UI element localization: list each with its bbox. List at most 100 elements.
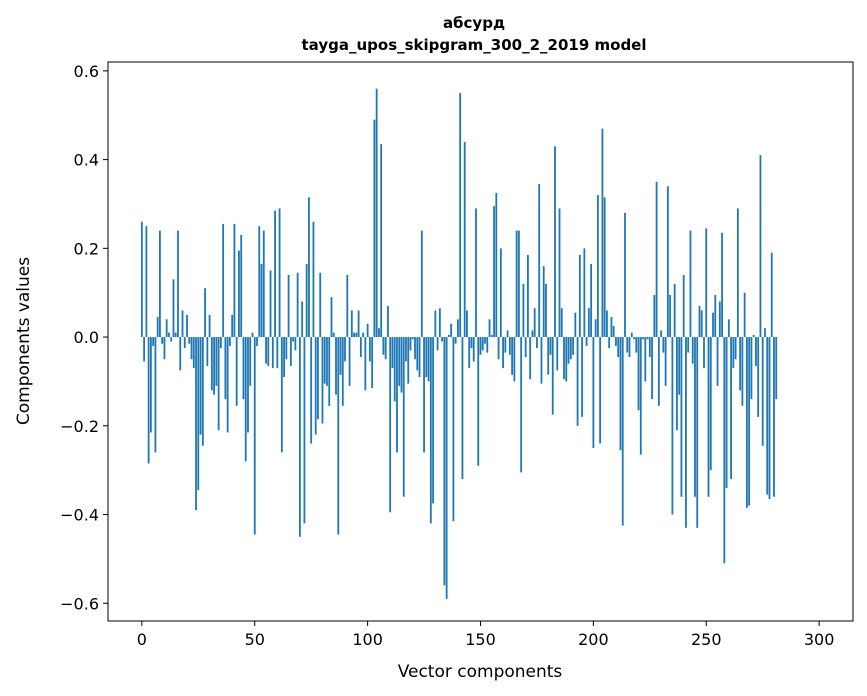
bar (565, 337, 568, 382)
bar (705, 228, 708, 338)
bar (757, 337, 760, 417)
bar (644, 337, 647, 382)
bar (301, 301, 304, 338)
bar (368, 337, 371, 362)
bar (339, 337, 342, 375)
bar (452, 337, 455, 522)
y-tick-label: −0.6 (60, 594, 99, 613)
bar (308, 197, 310, 338)
bar (438, 308, 441, 338)
x-tick-label: 250 (691, 630, 722, 649)
bar (583, 248, 586, 338)
bar (646, 337, 649, 340)
bar (703, 337, 705, 369)
bar (696, 337, 699, 528)
bar (554, 146, 556, 338)
bar (362, 332, 365, 338)
bar (183, 337, 186, 349)
bar (283, 337, 285, 377)
x-tick-label: 200 (578, 630, 609, 649)
bar (651, 337, 653, 400)
bar (206, 337, 209, 366)
bar (610, 317, 613, 338)
bar (420, 230, 423, 338)
bar (533, 308, 536, 338)
bar (341, 337, 344, 406)
bar (721, 232, 723, 338)
bar (694, 337, 696, 497)
bar (569, 337, 572, 360)
bar (725, 337, 728, 488)
bar (384, 337, 387, 360)
bar (463, 141, 466, 338)
bar (506, 330, 509, 338)
bar (256, 337, 258, 346)
chart-subtitle: tayga_upos_skipgram_300_2_2019 model (302, 36, 647, 54)
bar (700, 310, 703, 338)
bar (768, 337, 771, 499)
bar (545, 283, 547, 338)
bar (213, 337, 216, 395)
bar (387, 306, 389, 338)
bar (551, 337, 554, 415)
bar (493, 206, 495, 338)
bar (335, 337, 337, 395)
bar (567, 337, 570, 364)
bar (504, 337, 507, 353)
bar (292, 337, 295, 342)
bar (594, 319, 597, 338)
bar (235, 337, 238, 406)
bar (662, 337, 665, 353)
bar (229, 337, 231, 346)
bar (556, 337, 559, 371)
bar (305, 263, 308, 338)
bar (522, 283, 525, 338)
bar (499, 248, 502, 338)
bar (748, 337, 751, 506)
bar (687, 337, 690, 353)
bar (326, 337, 328, 386)
bar (195, 337, 197, 511)
bar (355, 332, 358, 338)
bar (287, 274, 290, 338)
bar (657, 337, 660, 406)
bar (678, 337, 681, 395)
bar (314, 337, 317, 435)
bar (723, 337, 726, 564)
bar (145, 226, 148, 338)
bar (454, 337, 457, 344)
x-axis-ticks: 0 50 100 150 200 250 300 (137, 621, 834, 649)
bar (253, 337, 256, 535)
bar (486, 337, 489, 353)
bar (490, 334, 493, 338)
bar (271, 337, 274, 369)
bar (648, 337, 651, 358)
bar (350, 310, 353, 338)
bar (621, 337, 624, 526)
x-tick-label: 100 (352, 630, 383, 649)
bar (513, 337, 516, 382)
bar (547, 337, 550, 375)
bar (606, 310, 608, 338)
bar (398, 337, 401, 386)
bar (560, 308, 563, 338)
bar (312, 221, 315, 338)
bar (680, 337, 683, 497)
bar (488, 319, 491, 338)
bar (635, 337, 638, 353)
bar (400, 337, 403, 393)
bar (520, 337, 523, 473)
bar (217, 337, 220, 431)
bar (411, 337, 414, 340)
bar (210, 337, 213, 391)
bar (174, 332, 177, 338)
bar (470, 337, 473, 349)
bar (685, 337, 687, 528)
bar (596, 195, 599, 338)
bar (242, 337, 245, 400)
bar (669, 294, 672, 338)
bar (745, 337, 748, 508)
y-tick-label: −0.2 (60, 417, 99, 436)
bar (247, 337, 249, 433)
